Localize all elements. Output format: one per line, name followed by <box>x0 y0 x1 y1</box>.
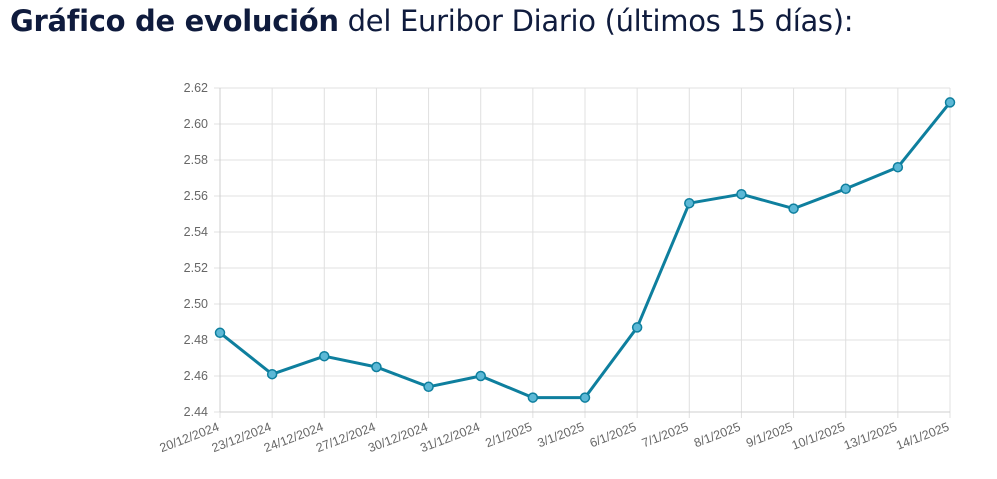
data-point <box>944 97 956 108</box>
data-point <box>736 188 747 200</box>
y-axis: 2.44 2.46 2.48 2.50 2.52 2.54 2.56 2.58 2.60 2.62 <box>184 81 221 419</box>
y-tick-label: 2.46 <box>184 369 208 383</box>
data-point <box>579 392 591 403</box>
data-point <box>840 183 851 195</box>
page-title-bold: Gráfico de evolución <box>10 4 339 38</box>
y-tick-label: 2.44 <box>184 405 208 419</box>
data-point <box>631 322 643 333</box>
data-point <box>371 361 382 373</box>
data-point <box>788 203 799 214</box>
data-point <box>266 368 278 380</box>
y-tick-label: 2.62 <box>184 81 208 95</box>
x-tick-label: 9/1/2025 <box>744 420 794 451</box>
x-tick-label: 14/1/2025 <box>894 420 951 453</box>
y-tick-label: 2.50 <box>184 297 208 311</box>
x-tick-label: 13/1/2025 <box>842 420 899 453</box>
x-tick-label: 30/12/2024 <box>366 420 429 456</box>
x-tick-label: 6/1/2025 <box>588 420 638 451</box>
data-point <box>319 350 330 362</box>
y-tick-label: 2.48 <box>184 333 208 347</box>
y-tick-label: 2.58 <box>184 153 208 167</box>
y-tick-label: 2.52 <box>184 261 208 275</box>
data-point <box>684 197 695 209</box>
x-axis: 20/12/202423/12/202424/12/202427/12/2024… <box>158 411 951 456</box>
x-tick-label: 31/12/2024 <box>418 420 481 456</box>
y-tick-label: 2.54 <box>184 225 208 239</box>
page-title-rest: del Euribor Diario (últimos 15 días): <box>338 4 854 38</box>
data-point <box>423 381 434 393</box>
x-tick-label: 24/12/2024 <box>262 420 325 456</box>
x-tick-label: 3/1/2025 <box>536 420 586 451</box>
data-point <box>527 392 539 403</box>
data-point <box>214 327 226 339</box>
y-tick-label: 2.60 <box>184 117 208 131</box>
page-title: Gráfico de evolución del Euribor Diario … <box>10 4 854 38</box>
data-point <box>892 161 904 173</box>
grid-lines <box>214 87 951 418</box>
x-tick-label: 23/12/2024 <box>210 420 273 456</box>
data-points <box>214 97 956 403</box>
y-tick-label: 2.56 <box>184 189 208 203</box>
x-tick-label: 20/12/2024 <box>158 420 221 456</box>
x-tick-label: 27/12/2024 <box>314 420 377 456</box>
data-point <box>475 370 486 382</box>
x-tick-label: 7/1/2025 <box>640 420 690 451</box>
x-tick-label: 2/1/2025 <box>483 420 533 451</box>
x-tick-label: 10/1/2025 <box>790 420 847 453</box>
x-tick-label: 8/1/2025 <box>692 420 742 451</box>
